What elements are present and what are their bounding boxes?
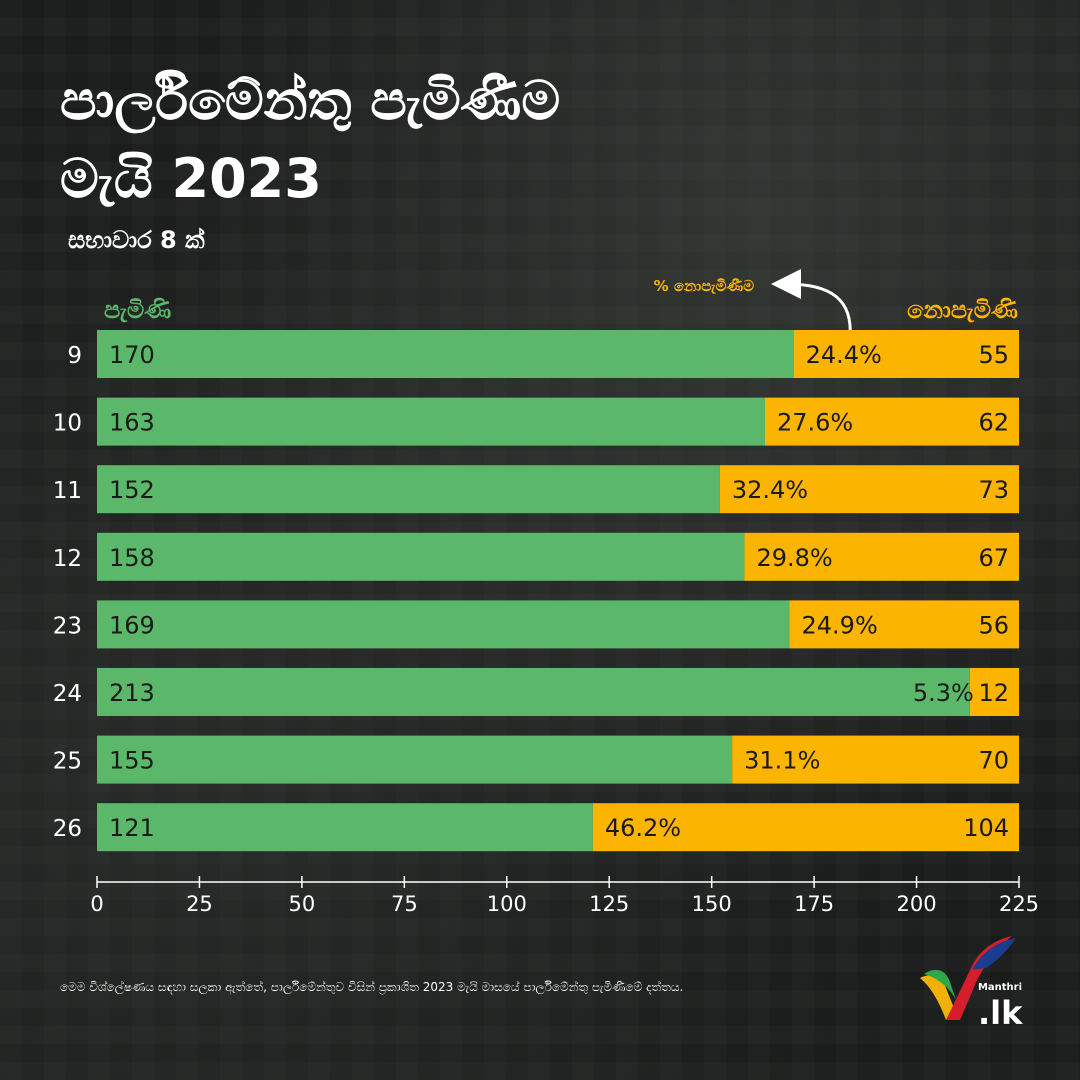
absent-value-label: 12 (978, 679, 1009, 707)
category-label: 12 (53, 546, 82, 572)
present-value-label: 163 (109, 409, 155, 437)
absent-value-label: 56 (978, 611, 1009, 639)
page-title: පාර්ලිමේන්තු පැමිණීම මැයි 2023 (60, 62, 560, 218)
category-label: 23 (53, 613, 82, 639)
absent-percent-label: 46.2% (605, 814, 681, 842)
bar-row: 25 155 70 31.1% (53, 735, 1019, 784)
absent-percent-note: % නොපැමිණීම (654, 277, 755, 295)
logo-small-text: Manthri (978, 982, 1022, 993)
present-value-label: 169 (109, 611, 155, 639)
bar-row: 10 163 62 27.6% (53, 397, 1019, 446)
x-tick-label: 75 (391, 892, 418, 916)
absent-percent-label: 24.4% (806, 341, 882, 369)
manthri-logo: Manthri .lk (920, 936, 1023, 1030)
absent-percent-label: 27.6% (777, 409, 853, 437)
absent-value-label: 104 (963, 814, 1009, 842)
legend-absent-label: නොපැමිණි (907, 296, 1018, 324)
title-line-1: පාර්ලිමේන්තු පැමිණීම (60, 69, 561, 132)
source-footnote: මෙම විශ්ලේෂණය සඳහා සලකා ඇත්තේ, පාර්ලිමේන… (60, 980, 684, 994)
present-value-label: 155 (109, 747, 155, 775)
present-value-label: 158 (109, 544, 155, 572)
x-tick-label: 125 (589, 892, 629, 916)
bar-row: 23 169 56 24.9% (53, 600, 1019, 649)
bar-row: 9 170 55 24.4% (67, 330, 1019, 378)
category-label: 25 (53, 749, 82, 775)
absent-bar (732, 735, 1019, 784)
present-bar (97, 803, 593, 852)
present-bar (97, 532, 745, 581)
x-tick-label: 175 (794, 892, 834, 916)
sessions-subtitle: සභාවාර 8 ක් (68, 226, 205, 254)
x-tick-label: 225 (999, 892, 1039, 916)
x-tick-label: 100 (487, 892, 527, 916)
absent-value-label: 55 (978, 341, 1009, 369)
title-line-2: මැයි 2023 (60, 147, 322, 210)
legend-present-label: පැමිණි (104, 296, 171, 324)
bar-row: 12 158 67 29.8% (53, 532, 1019, 581)
present-bar (97, 735, 733, 784)
bar-row: 11 152 73 32.4% (53, 465, 1019, 514)
x-tick-label: 150 (692, 892, 732, 916)
absent-percent-label: 32.4% (732, 476, 808, 504)
absent-percent-label: 31.1% (744, 747, 820, 775)
absent-percent-label: 24.9% (802, 611, 878, 639)
present-value-label: 213 (109, 679, 155, 707)
absent-value-label: 70 (978, 747, 1009, 775)
present-bar (97, 668, 970, 716)
category-label: 9 (67, 343, 82, 369)
x-tick-label: 25 (186, 892, 213, 916)
present-bar (97, 330, 794, 378)
x-axis: 0 25 50 75 100 125 150 175 200 225 (90, 876, 1039, 916)
absent-value-label: 67 (978, 544, 1009, 572)
annotation-arrow (771, 269, 852, 339)
present-value-label: 170 (109, 341, 155, 369)
x-tick-label: 50 (289, 892, 316, 916)
present-bar (97, 397, 765, 446)
present-bar (97, 465, 720, 514)
bars-group: 9 170 55 24.4% 10 163 62 27.6% 11 152 73 32.4% 12 158… (53, 330, 1019, 852)
absent-bar (592, 803, 1019, 852)
absent-bar (789, 600, 1019, 649)
logo-main-text: .lk (978, 994, 1023, 1030)
absent-percent-label: 5.3% (913, 679, 974, 707)
bar-row: 26 121 104 46.2% (53, 803, 1019, 852)
category-label: 10 (53, 411, 82, 437)
category-label: 24 (53, 681, 82, 707)
absent-bar (744, 532, 1019, 581)
absent-percent-label: 29.8% (756, 544, 832, 572)
absent-bar (793, 330, 1019, 378)
present-value-label: 152 (109, 476, 155, 504)
absent-value-label: 62 (978, 409, 1009, 437)
present-bar (97, 600, 790, 649)
category-label: 11 (53, 478, 82, 504)
absent-bar (764, 397, 1019, 446)
bar-row: 24 213 125.3% (53, 668, 1019, 716)
absent-bar (969, 668, 1019, 716)
present-value-label: 121 (109, 814, 155, 842)
x-tick-label: 200 (897, 892, 937, 916)
x-tick-label: 0 (90, 892, 103, 916)
category-label: 26 (53, 816, 82, 842)
absent-value-label: 73 (978, 476, 1009, 504)
absent-bar (719, 465, 1019, 514)
